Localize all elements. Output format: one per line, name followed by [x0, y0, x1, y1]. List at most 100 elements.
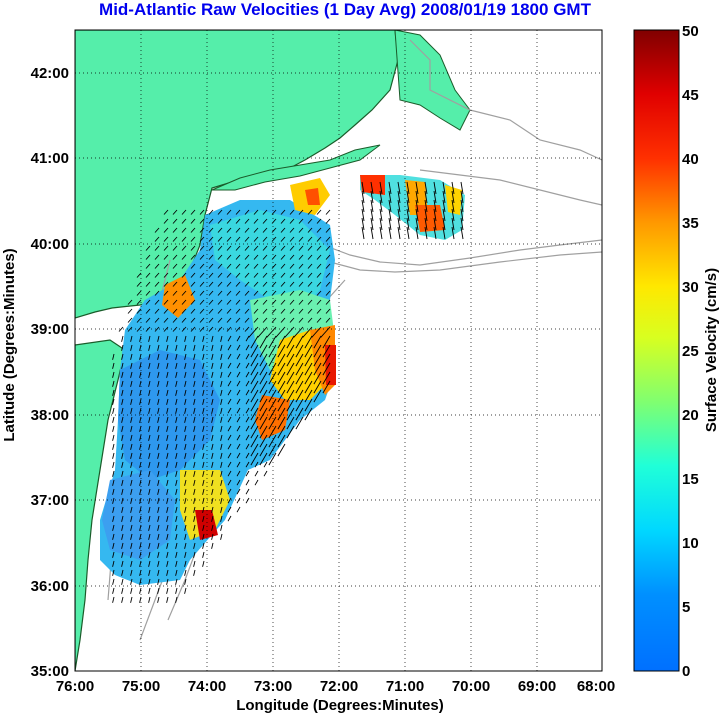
current-arrow — [148, 506, 151, 513]
current-arrow — [235, 281, 241, 287]
current-arrow — [220, 407, 223, 414]
current-arrow — [130, 416, 133, 423]
current-arrow — [227, 398, 232, 405]
current-arrow — [175, 542, 178, 549]
y-tick-label: 36:00 — [31, 578, 69, 595]
current-arrow — [130, 443, 133, 450]
current-arrow — [286, 407, 295, 421]
current-arrow — [220, 497, 223, 504]
current-arrow — [121, 371, 124, 378]
current-arrow — [175, 452, 178, 459]
current-arrow — [190, 236, 196, 242]
current-arrow — [236, 434, 241, 441]
current-arrow — [280, 263, 286, 269]
current-arrow — [289, 245, 295, 251]
current-arrow — [259, 425, 268, 439]
current-arrow — [145, 299, 151, 305]
current-arrow — [139, 551, 142, 558]
current-arrow — [268, 416, 277, 430]
current-arrow — [190, 227, 196, 233]
current-arrow — [157, 497, 160, 504]
current-arrow — [166, 524, 169, 531]
current-arrow — [307, 254, 313, 260]
current-arrow — [262, 272, 268, 278]
current-arrow — [433, 199, 437, 213]
current-arrow — [121, 443, 124, 450]
current-arrow — [220, 452, 223, 459]
current-arrow — [236, 425, 241, 432]
current-arrow — [166, 371, 169, 378]
current-arrow — [259, 452, 268, 466]
current-arrow — [199, 254, 205, 260]
current-arrow — [184, 497, 187, 504]
current-arrow — [280, 254, 286, 260]
current-arrow — [250, 398, 259, 412]
current-arrow — [199, 308, 205, 314]
current-arrow — [157, 362, 160, 369]
current-arrow — [139, 407, 142, 414]
current-arrow — [193, 362, 196, 369]
current-arrow — [199, 245, 205, 251]
current-arrow — [202, 443, 205, 450]
current-arrow — [277, 425, 286, 439]
current-arrow — [316, 272, 322, 278]
current-arrow — [175, 524, 178, 531]
current-arrow — [286, 353, 295, 367]
current-arrow — [304, 398, 313, 412]
current-arrow — [415, 181, 419, 195]
current-arrow — [121, 389, 124, 396]
current-arrow — [227, 335, 232, 342]
current-arrow — [190, 263, 196, 269]
current-arrow — [202, 416, 205, 423]
current-arrow — [220, 470, 223, 477]
current-arrow — [148, 425, 151, 432]
current-arrow — [289, 254, 295, 260]
current-arrow — [211, 407, 214, 414]
current-arrow — [154, 263, 160, 269]
current-arrow — [121, 479, 124, 486]
current-arrow — [227, 434, 232, 441]
current-arrow — [193, 542, 196, 549]
current-arrow — [236, 416, 241, 423]
current-arrow — [325, 263, 331, 269]
current-arrow — [307, 317, 313, 323]
current-arrow — [433, 217, 437, 231]
current-arrow — [175, 569, 178, 576]
current-arrow — [236, 398, 241, 405]
current-arrow — [127, 317, 133, 323]
current-arrow — [235, 299, 241, 305]
current-arrow — [190, 218, 196, 224]
current-arrow — [217, 245, 223, 251]
current-arrow — [181, 308, 187, 314]
current-arrow — [245, 461, 250, 468]
current-arrow — [316, 236, 322, 242]
current-arrow — [154, 299, 160, 305]
current-arrow — [121, 560, 124, 567]
current-arrow — [235, 272, 241, 278]
current-arrow — [245, 479, 250, 486]
current-arrow — [325, 209, 331, 215]
current-arrow — [112, 515, 115, 522]
current-arrow — [202, 371, 205, 378]
current-arrow — [166, 380, 169, 387]
current-arrow — [259, 443, 268, 457]
y-tick-label: 35:00 — [31, 663, 69, 680]
current-arrow — [184, 425, 187, 432]
current-arrow — [166, 434, 169, 441]
current-arrow — [193, 344, 196, 351]
current-arrow — [208, 245, 214, 251]
current-arrow — [184, 434, 187, 441]
current-arrow — [262, 317, 268, 323]
current-arrow — [226, 209, 232, 215]
current-arrow — [211, 479, 214, 486]
current-arrow — [166, 416, 169, 423]
current-arrow — [136, 272, 142, 278]
current-arrow — [163, 254, 169, 260]
current-arrow — [208, 218, 214, 224]
current-arrow — [193, 407, 196, 414]
current-arrow — [316, 308, 322, 314]
current-arrow — [220, 434, 223, 441]
current-arrow — [181, 254, 187, 260]
x-tick-label: 73:00 — [254, 678, 292, 695]
current-arrow — [127, 326, 133, 332]
